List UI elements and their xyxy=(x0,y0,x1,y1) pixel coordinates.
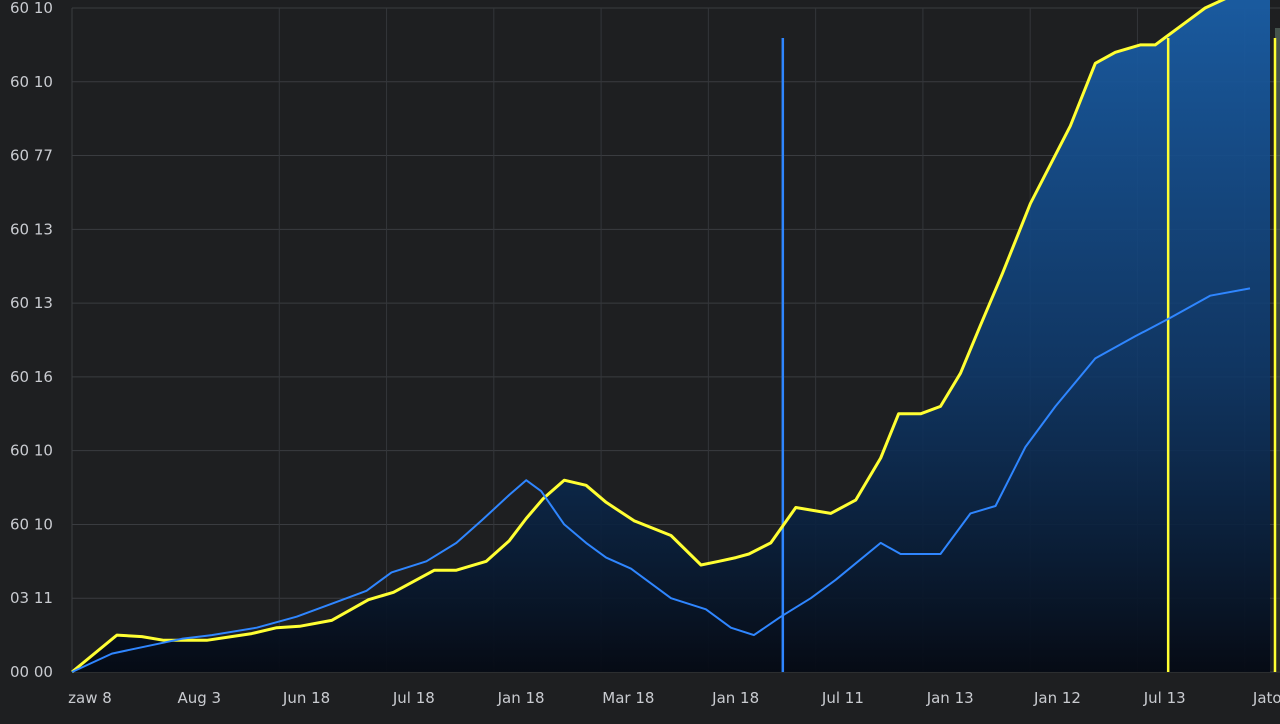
y-tick-label: 60 13 xyxy=(10,294,53,312)
x-tick-label: Jan 12 xyxy=(1033,689,1081,707)
series-lines xyxy=(71,0,1251,674)
vertical-markers xyxy=(781,38,1277,672)
x-tick-label: Jan 18 xyxy=(497,689,545,707)
x-tick-label: Aug 3 xyxy=(177,689,221,707)
x-tick-label: Jan 18 xyxy=(711,689,759,707)
area-fill xyxy=(72,0,1280,672)
x-tick-label: Jan 13 xyxy=(926,689,974,707)
area-region xyxy=(72,0,1270,672)
shaded-edge-region xyxy=(1274,28,1280,672)
x-tick-label: Jul 18 xyxy=(392,689,435,707)
y-axis-ticks: 00 00 03 11 60 10 60 10 60 16 60 13 60 13 60 77… xyxy=(10,0,53,681)
y-tick-label: 60 77 xyxy=(10,147,53,165)
x-tick-label: Mar 18 xyxy=(602,689,654,707)
y-tick-label: 00 00 xyxy=(10,663,53,681)
y-tick-label: 03 11 xyxy=(10,589,53,607)
x-tick-label: Jul 11 xyxy=(821,689,864,707)
x-tick-label: Jun 18 xyxy=(282,689,330,707)
y-tick-label: 60 13 xyxy=(10,220,53,238)
x-tick-label: Jaton xyxy=(1252,689,1280,707)
y-tick-label: 60 10 xyxy=(10,442,53,460)
x-tick-label: zaw 8 xyxy=(68,689,112,707)
y-tick-label: 60 16 xyxy=(10,368,53,386)
x-axis-ticks: zaw 8 Aug 3 Jun 18 Jul 18 Jan 18 Mar 18 Jan 18… xyxy=(68,689,1280,707)
y-tick-label: 60 10 xyxy=(10,0,53,17)
x-tick-label: Jul 13 xyxy=(1143,689,1186,707)
y-tick-label: 60 10 xyxy=(10,515,53,533)
y-tick-label: 60 10 xyxy=(10,73,53,91)
series-line xyxy=(71,0,1226,674)
series-line xyxy=(71,287,1251,673)
